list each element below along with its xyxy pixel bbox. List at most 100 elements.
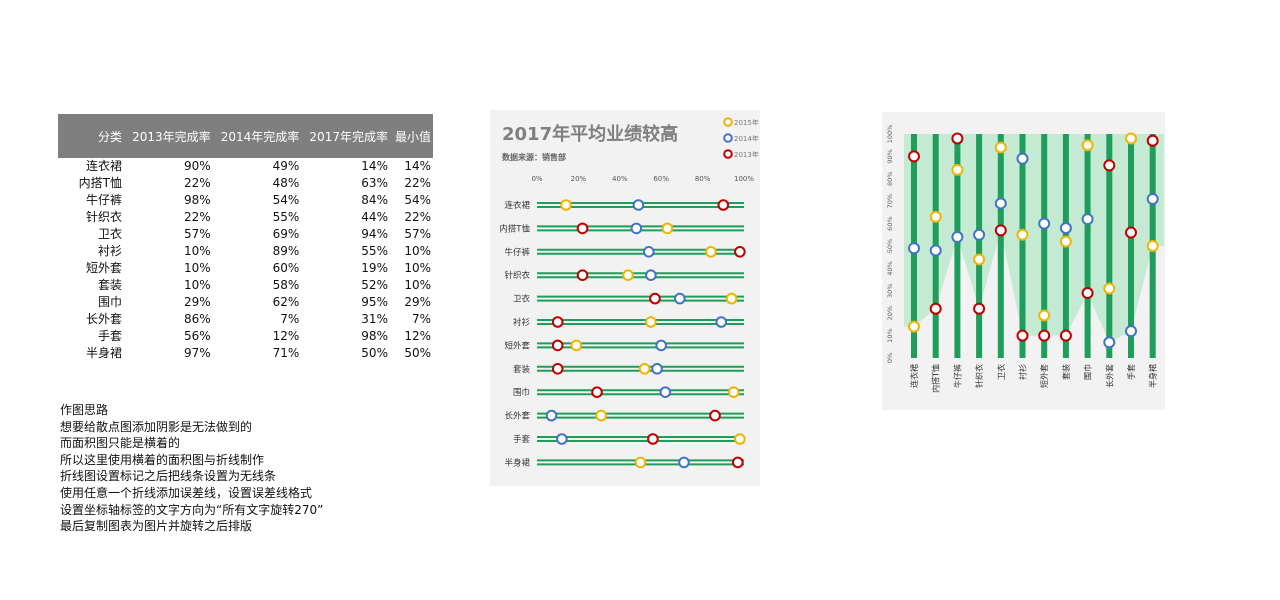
cell-2013: 10%: [183, 244, 211, 258]
cell-2014: 54%: [272, 193, 300, 207]
table-row: 手套 56% 12% 98% 12%: [58, 328, 433, 345]
column-track: [976, 134, 983, 358]
legend-label-y2015: 2015年: [734, 118, 759, 127]
cell-2014: 69%: [272, 227, 300, 241]
data-point-y2014: [908, 242, 920, 255]
cell-2013: 86%: [183, 312, 211, 326]
data-point-y2015: [560, 199, 572, 211]
y-category-label: 短外套: [504, 340, 530, 351]
data-point-y2013: [551, 362, 564, 375]
cell-category: 内搭T恤: [78, 176, 122, 190]
data-point-y2014: [1016, 152, 1029, 165]
y-tick-label: 100%: [886, 125, 894, 144]
cell-min: 12%: [404, 329, 431, 343]
x-category-label: 套装: [1061, 364, 1071, 380]
data-point-y2013: [576, 269, 589, 281]
data-point-y2014: [545, 409, 558, 422]
cell-category: 衬衫: [97, 244, 122, 258]
y-tick-label: 60%: [886, 216, 894, 230]
cell-min: 14%: [404, 159, 431, 173]
data-point-y2015: [645, 316, 657, 328]
x-tick-label: 80%: [695, 175, 711, 183]
y-category-label: 针织衣: [504, 270, 530, 281]
data-point-y2014: [1146, 192, 1159, 205]
data-point-y2014: [630, 222, 643, 235]
note-line: 折线图设置标记之后把线条设置为无线条: [60, 469, 277, 484]
data-point-y2013: [1059, 329, 1072, 342]
data-point-y2015: [725, 292, 738, 305]
table-row: 围巾 29% 62% 95% 29%: [58, 294, 433, 311]
cell-2013: 29%: [183, 295, 211, 309]
column-track: [1084, 134, 1091, 358]
data-point-y2015: [622, 269, 634, 281]
y-tick-label: 30%: [886, 284, 894, 298]
data-point-y2013: [1146, 134, 1159, 147]
x-tick-label: 40%: [612, 175, 628, 183]
cell-2013: 57%: [183, 227, 211, 241]
cell-2014: 55%: [272, 210, 300, 224]
data-point-y2014: [645, 269, 657, 281]
cell-2013: 22%: [183, 210, 211, 224]
data-point-y2015: [727, 386, 740, 399]
cell-2017: 52%: [361, 278, 388, 292]
data-point-y2015: [595, 409, 607, 422]
x-tick-label: 20%: [571, 175, 587, 183]
data-point-y2014: [1103, 336, 1116, 349]
x-category-label: 牛仔裤: [952, 364, 962, 388]
cell-min: 50%: [404, 346, 431, 360]
data-point-y2014: [1038, 217, 1051, 230]
note-line: 而面积图只能是横着的: [60, 436, 181, 451]
note-line: 想要给散点图添加阴影是无法做到的: [60, 419, 253, 434]
data-point-y2014: [678, 456, 690, 469]
data-point-y2015: [1125, 132, 1137, 145]
column-track: [954, 134, 961, 358]
data-point-y2014: [659, 386, 672, 399]
x-tick-label: 100%: [734, 175, 754, 183]
data-point-y2015: [1081, 139, 1094, 152]
cell-category: 套装: [97, 278, 122, 292]
y-category-label: 连衣裙: [504, 200, 530, 211]
cell-2017: 19%: [361, 261, 388, 275]
y-category-label: 手套: [513, 434, 531, 445]
note-line: 所以这里使用横着的面积图与折线制作: [60, 452, 265, 467]
data-point-y2015: [570, 339, 583, 352]
y-tick-label: 40%: [886, 261, 894, 275]
cell-2014: 48%: [272, 176, 300, 190]
design-notes: 作图思路 想要给散点图添加阴影是无法做到的 而面积图只能是横着的 所以这里使用横…: [60, 402, 323, 535]
data-point-y2014: [994, 197, 1007, 210]
data-point-y2015: [638, 362, 651, 375]
cell-2013: 22%: [183, 176, 211, 190]
y-category-label: 卫衣: [513, 294, 531, 305]
legend-label-y2013: 2013年: [734, 150, 759, 159]
data-point-y2013: [1081, 287, 1094, 300]
data-point-y2013: [908, 150, 920, 163]
y-category-label: 套装: [513, 364, 531, 375]
y-category-label: 衬衫: [513, 317, 531, 328]
table-row: 针织衣 22% 55% 44% 22%: [58, 209, 433, 226]
cell-min: 10%: [404, 261, 431, 275]
data-point-y2015: [994, 141, 1007, 154]
header-2013: 2013年完成率: [132, 129, 211, 144]
cell-2017: 63%: [361, 176, 388, 190]
note-line: 设置坐标轴标签的文字方向为“所有文字旋转270”: [60, 502, 324, 517]
x-category-label: 衬衫: [1018, 364, 1028, 380]
table-row: 内搭T恤 22% 48% 63% 22%: [58, 175, 433, 192]
data-point-y2014: [973, 228, 986, 241]
table-row: 长外套 86% 7% 31% 7%: [58, 311, 433, 328]
cell-2013: 56%: [183, 329, 211, 343]
y-tick-label: 90%: [886, 149, 894, 163]
data-point-y2013: [1016, 329, 1029, 342]
column-track: [1106, 134, 1113, 358]
cell-2013: 98%: [183, 193, 211, 207]
table-row: 卫衣 57% 69% 94% 57%: [58, 226, 433, 243]
cell-category: 半身裙: [85, 346, 122, 360]
cell-2014: 60%: [272, 261, 300, 275]
table-row: 牛仔裤 98% 54% 84% 54%: [58, 192, 433, 209]
cell-2013: 10%: [183, 261, 211, 275]
data-point-y2013: [591, 386, 603, 399]
table-row: 短外套 10% 60% 19% 10%: [58, 260, 433, 277]
cell-2013: 90%: [183, 159, 211, 173]
data-point-y2014: [556, 433, 568, 445]
legend-label-y2014: 2014年: [734, 134, 759, 143]
cell-min: 10%: [404, 278, 431, 292]
